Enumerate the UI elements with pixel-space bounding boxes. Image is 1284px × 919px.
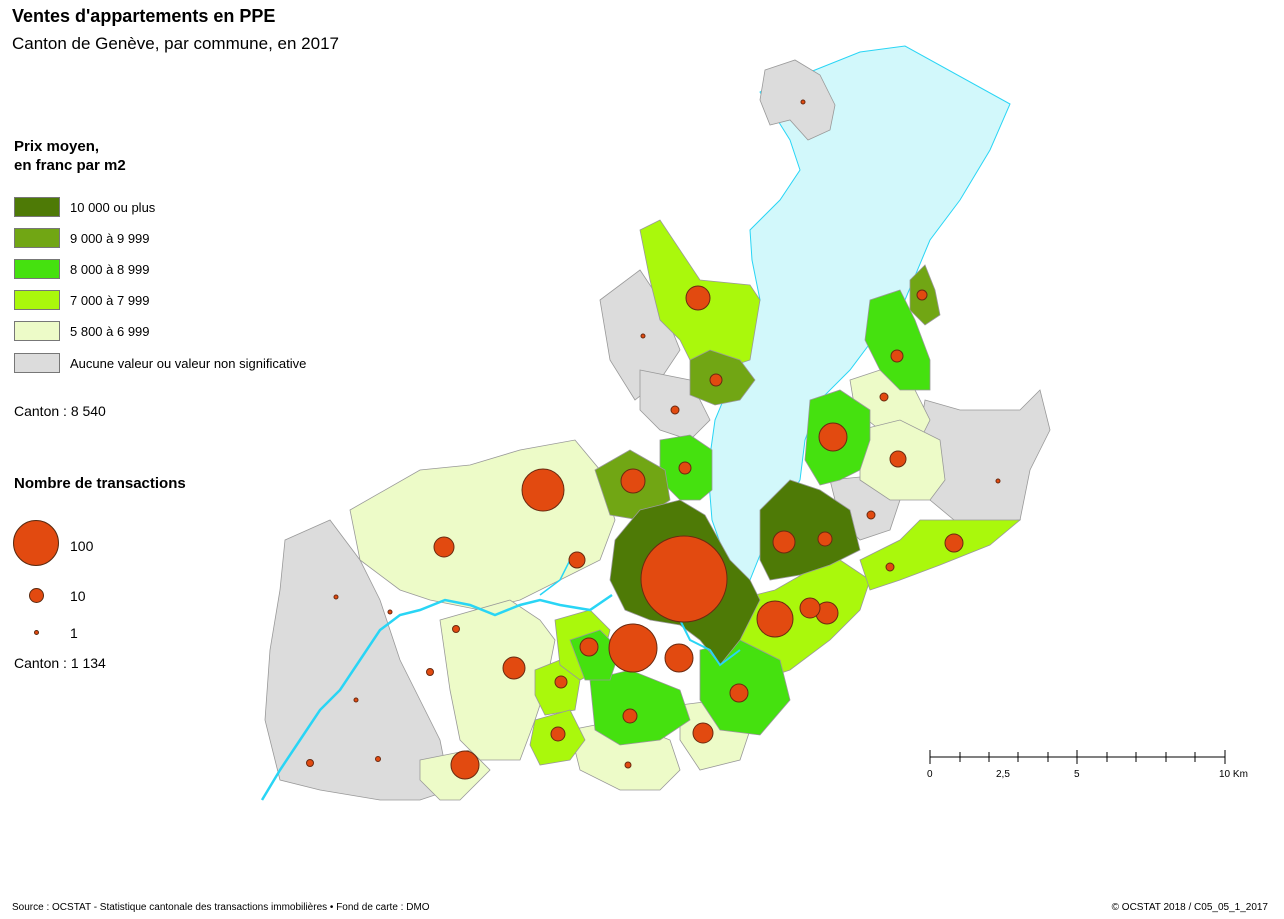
legend-bubble-10 — [28, 587, 44, 603]
bubble — [554, 675, 568, 689]
bubble — [622, 708, 638, 724]
legend-swatch — [14, 197, 60, 217]
legend-label: 8 000 à 8 999 — [70, 261, 150, 277]
bubble — [433, 536, 455, 558]
scale-label-0: 0 — [927, 769, 933, 780]
size-legend-circle-100 — [12, 519, 60, 567]
bubble — [452, 625, 460, 633]
bubble — [685, 285, 711, 311]
legend-class-none: Aucune valeur ou valeur non significativ… — [14, 352, 306, 374]
map-title: Ventes d'appartements en PPE — [12, 6, 276, 26]
bubble — [624, 761, 632, 769]
bubble — [890, 349, 904, 363]
size-legend-circle-1 — [12, 627, 60, 637]
legend-label: 9 000 à 9 999 — [70, 230, 150, 246]
legend-swatch — [14, 228, 60, 248]
bubble — [818, 422, 848, 452]
size-legend-label-10: 10 — [70, 588, 86, 604]
size-legend-label-1: 1 — [70, 625, 78, 641]
bubble — [579, 637, 599, 657]
legend-label: 10 000 ou plus — [70, 199, 156, 215]
bubble — [550, 726, 566, 742]
bubble — [692, 722, 714, 744]
bubble — [678, 461, 692, 475]
size-legend-title: Nombre de transactions — [14, 475, 186, 492]
bubble — [772, 530, 796, 554]
legend-label: 5 800 à 6 999 — [70, 323, 150, 339]
legend-swatch — [14, 321, 60, 341]
bubble — [387, 609, 393, 615]
rhone-river — [260, 593, 613, 801]
arve-river — [679, 619, 741, 667]
price-legend-title: Prix moyen, en franc par m2 — [14, 137, 126, 175]
bubble — [568, 551, 586, 569]
bubble — [885, 562, 895, 572]
legend-bubble-100 — [13, 520, 59, 566]
bubble — [426, 668, 434, 676]
bubble — [889, 450, 907, 468]
source-note: Source : OCSTAT - Statistique cantonale … — [12, 902, 430, 913]
price-legend-title-line2: en franc par m2 — [14, 157, 126, 174]
bubble — [306, 759, 314, 767]
bubble — [502, 656, 526, 680]
bubble — [521, 468, 565, 512]
scale-bar — [929, 750, 1226, 764]
legend-class-10000: 10 000 ou plus — [14, 196, 155, 218]
legend-swatch — [14, 353, 60, 373]
bubble — [620, 468, 646, 494]
lake-leman — [707, 45, 1011, 586]
bubble — [817, 531, 833, 547]
legend-bubble-1 — [33, 629, 39, 635]
bubble — [756, 600, 794, 638]
bubble — [879, 392, 889, 402]
bubble — [450, 750, 480, 780]
bubble — [664, 643, 694, 673]
bubble — [709, 373, 723, 387]
bubble-geneve — [640, 535, 728, 623]
bubble — [375, 756, 381, 762]
bubble — [608, 623, 658, 673]
bubble — [800, 99, 806, 105]
copyright-note: © OCSTAT 2018 / C05_05_1_2017 — [1111, 902, 1268, 913]
legend-class-5800: 5 800 à 6 999 — [14, 320, 150, 342]
bubble — [995, 478, 1001, 484]
bubble — [799, 597, 821, 619]
legend-class-9000: 9 000 à 9 999 — [14, 227, 150, 249]
size-legend-circle-10 — [12, 586, 60, 604]
size-canton-value: Canton : 1 134 — [14, 655, 106, 671]
scale-label-10: 10 Km — [1219, 769, 1248, 780]
bubble — [640, 333, 646, 339]
legend-label: 7 000 à 7 999 — [70, 292, 150, 308]
legend-swatch — [14, 259, 60, 279]
legend-class-8000: 8 000 à 8 999 — [14, 258, 150, 280]
bubble — [944, 533, 964, 553]
legend-class-7000: 7 000 à 7 999 — [14, 289, 150, 311]
scale-label-5: 5 — [1074, 769, 1080, 780]
map-subtitle: Canton de Genève, par commune, en 2017 — [12, 34, 339, 53]
legend-label: Aucune valeur ou valeur non significativ… — [70, 355, 307, 371]
scale-label-2-5: 2,5 — [996, 769, 1010, 780]
size-legend-label-100: 100 — [70, 538, 94, 554]
price-legend-title-line1: Prix moyen, — [14, 138, 100, 155]
price-canton-value: Canton : 8 540 — [14, 403, 106, 419]
bubble — [333, 594, 339, 600]
bubble — [353, 697, 359, 703]
allondon-river — [539, 559, 571, 596]
bubble — [729, 683, 749, 703]
bubble — [916, 289, 928, 301]
commune-celigny — [759, 59, 836, 141]
bubble — [670, 405, 680, 415]
bubble — [866, 510, 876, 520]
legend-swatch — [14, 290, 60, 310]
